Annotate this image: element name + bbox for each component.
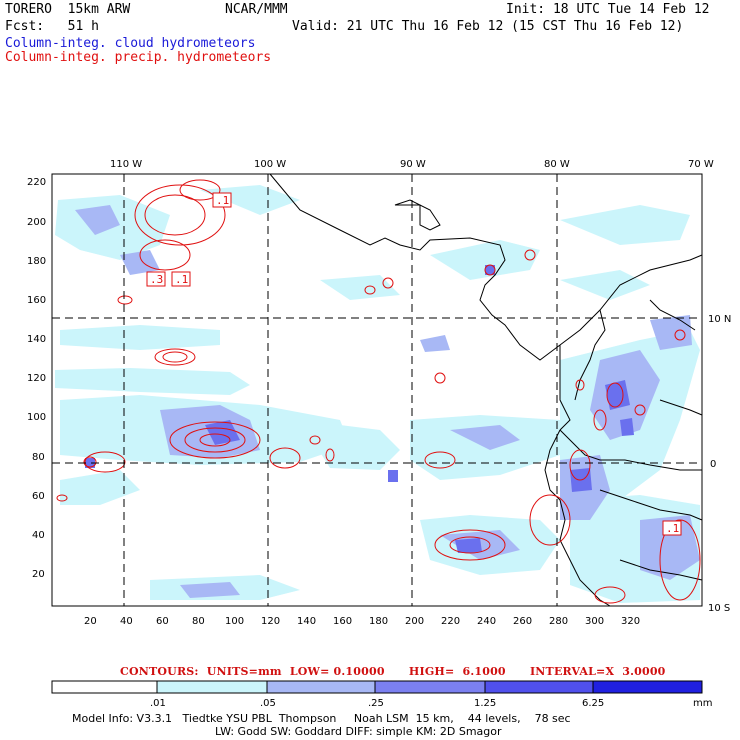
colorbar: .01 .05 .25 1.25 6.25 mm (51, 680, 712, 709)
bottom-tick: 280 (549, 616, 568, 627)
colorbar-label: 1.25 (474, 698, 496, 709)
forecast-hour: Fcst: 51 h (5, 19, 99, 34)
right-axis: 10 N 0 10 S (708, 314, 731, 614)
left-tick: 120 (27, 373, 46, 384)
contour-label-boxes: .1 .3 .1 .1 (146, 192, 682, 536)
bottom-tick: 120 (261, 616, 280, 627)
colorbar-label: .01 (150, 698, 166, 709)
physics-info: LW: Godd SW: Goddard DIFF: simple KM: 2D… (215, 725, 502, 738)
left-tick: 100 (27, 412, 46, 423)
left-tick: 80 (32, 452, 45, 463)
model-title: TORERO 15km ARW (5, 2, 131, 17)
contour-info: CONTOURS: UNITS=mm LOW= 0.10000 HIGH= 6.… (120, 665, 666, 678)
lat-label: 10 N (708, 314, 731, 325)
bottom-tick: 40 (120, 616, 133, 627)
org-label: NCAR/MMM (225, 2, 288, 17)
left-tick: 20 (32, 569, 45, 580)
left-tick: 60 (32, 491, 45, 502)
left-tick: 160 (27, 295, 46, 306)
lon-label: 100 W (254, 159, 286, 170)
box-label-1: .1 (216, 194, 229, 207)
init-time: Init: 18 UTC Tue 14 Feb 12 (506, 2, 710, 17)
precip-field-title: Column-integ. precip. hydrometeors (5, 50, 272, 65)
cloud-shading-dark (85, 265, 634, 553)
bottom-axis: 20 40 60 80 100 120 140 160 180 200 220 … (84, 616, 640, 627)
top-axis: 110 W 100 W 90 W 80 W 70 W (110, 159, 714, 170)
colorbar-unit: mm (693, 698, 712, 709)
bottom-tick: 60 (156, 616, 169, 627)
box-label-4: .1 (666, 522, 679, 535)
left-tick: 200 (27, 217, 46, 228)
colorbar-label: .25 (368, 698, 384, 709)
bottom-tick: 80 (192, 616, 205, 627)
bottom-tick: 180 (369, 616, 388, 627)
bottom-tick: 220 (441, 616, 460, 627)
colorbar-label: .05 (260, 698, 276, 709)
lat-lon-grid (52, 174, 702, 606)
bottom-tick: 320 (621, 616, 640, 627)
box-label-3: .1 (175, 273, 188, 286)
lat-label: 0 (710, 459, 716, 470)
cloud-field-title: Column-integ. cloud hydrometeors (5, 36, 256, 51)
precip-contours (56, 179, 701, 604)
bottom-tick: 140 (297, 616, 316, 627)
bottom-tick: 20 (84, 616, 97, 627)
coastlines (269, 173, 703, 607)
bottom-tick: 200 (405, 616, 424, 627)
left-axis: 220 200 180 160 140 120 100 80 60 40 20 (27, 177, 46, 580)
colorbar-label: 6.25 (582, 698, 604, 709)
left-tick: 140 (27, 334, 46, 345)
bottom-tick: 240 (477, 616, 496, 627)
map-area: .1 .3 .1 .1 (51, 173, 703, 607)
valid-time: Valid: 21 UTC Thu 16 Feb 12 (15 CST Thu … (292, 19, 684, 34)
bottom-tick: 100 (225, 616, 244, 627)
bottom-tick: 300 (585, 616, 604, 627)
model-info: Model Info: V3.3.1 Tiedtke YSU PBL Thomp… (72, 712, 571, 725)
left-tick: 40 (32, 530, 45, 541)
lat-label: 10 S (708, 603, 730, 614)
lon-label: 90 W (400, 159, 426, 170)
bottom-tick: 160 (333, 616, 352, 627)
left-tick: 180 (27, 256, 46, 267)
lon-label: 110 W (110, 159, 142, 170)
lon-label: 80 W (544, 159, 570, 170)
box-label-2: .3 (150, 273, 163, 286)
bottom-tick: 260 (513, 616, 532, 627)
left-tick: 220 (27, 177, 46, 188)
lon-label: 70 W (688, 159, 714, 170)
